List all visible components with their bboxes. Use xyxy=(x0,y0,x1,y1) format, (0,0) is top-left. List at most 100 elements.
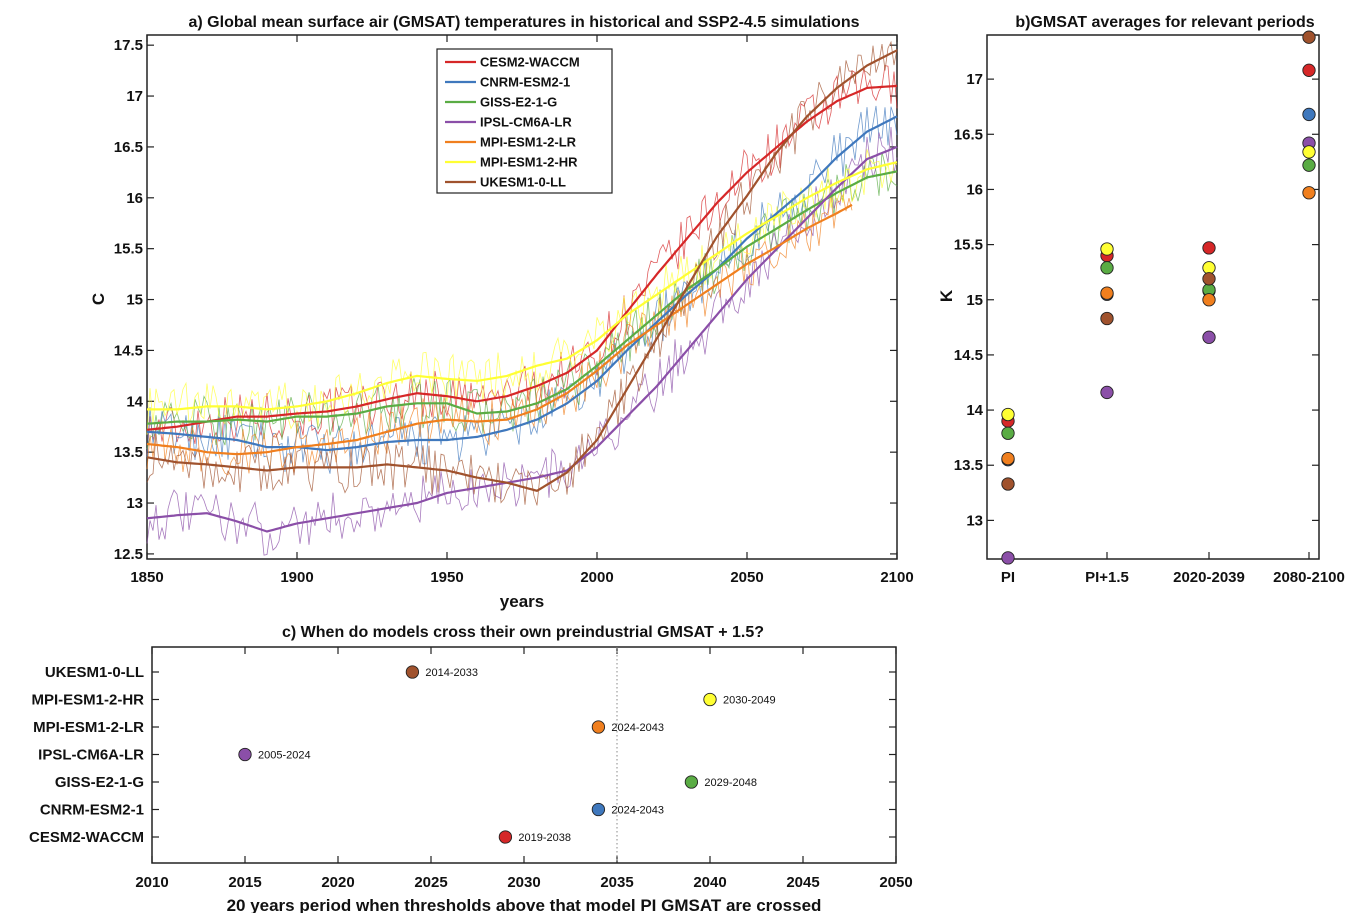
panel-a-x-tick-label: 2050 xyxy=(730,569,763,586)
legend-label-ukesm1-0-ll: UKESM1-0-LL xyxy=(480,175,566,190)
point-cesm2-waccm-2080-2100 xyxy=(1302,63,1316,77)
data-label-giss-e2-1-g: 2029-2048 xyxy=(704,777,757,789)
series-raw-mpi-esm1-2-lr xyxy=(146,193,853,476)
panel-a-x-tick-label: 1850 xyxy=(130,569,163,586)
panel-a-x-tick-label: 1950 xyxy=(430,569,463,586)
panel-b-y-tick-label: 16 xyxy=(966,181,983,198)
panel-b-y-tick-label: 16.5 xyxy=(954,126,983,143)
panel-b-y-tick-label: 14.5 xyxy=(954,347,983,364)
panel-c-y-tick-label: UKESM1-0-LL xyxy=(45,664,144,681)
series-line-ipsl-cm6a-lr xyxy=(146,145,898,533)
panel-b-x-tick-label: 2020-2039 xyxy=(1173,569,1245,586)
panel-c-y-tick-label: MPI-ESM1-2-HR xyxy=(31,692,144,709)
panel-b-y-tick-label: 15.5 xyxy=(954,237,983,254)
point-ipsl-cm6a-lr-pi-1-5 xyxy=(1100,385,1114,400)
panel-a-ticks: 1850 1900 1950 2000 2050 2100 12.5 13 13.5 14 14.5… xyxy=(114,35,914,586)
legend-label-cesm2-waccm: CESM2-WACCM xyxy=(480,55,580,70)
series-line-giss-e2-1-g xyxy=(146,170,898,425)
panel-a-y-tick-label: 14 xyxy=(126,393,143,410)
point-ipsl-cm6a-lr-2020-2039 xyxy=(1202,330,1216,344)
legend-label-mpi-esm1-2-hr: MPI-ESM1-2-HR xyxy=(480,155,578,170)
point-mpi-esm1-2-lr-pi-1-5 xyxy=(1100,286,1114,300)
data-label-ukesm1-0-ll: 2014-2033 xyxy=(425,667,478,679)
panel-b-y-tick-label: 15 xyxy=(966,292,983,309)
panel-b-x-tick-label: PI+1.5 xyxy=(1085,569,1129,586)
point-mpi-esm1-2-hr-pi-1-5 xyxy=(1100,242,1114,256)
panel-c-x-tick-label: 2035 xyxy=(600,874,633,891)
point-mpi-esm1-2-lr-pi xyxy=(1001,451,1015,466)
panel-b-y-tick-label: 13 xyxy=(966,512,983,529)
panel-a: a) Global mean surface air (GMSAT) tempe… xyxy=(89,14,914,611)
point-ipsl-cm6a-lr-pi xyxy=(1001,551,1015,565)
legend-label-ipsl-cm6a-lr: IPSL-CM6A-LR xyxy=(480,115,572,130)
data-label-cnrm-esm2-1: 2024-2043 xyxy=(611,805,664,817)
data-label-ipsl-cm6a-lr: 2005-2024 xyxy=(258,750,311,762)
point-ukesm1-0-ll-pi-1-5 xyxy=(1100,311,1114,326)
legend-label-cnrm-esm2-1: CNRM-ESM2-1 xyxy=(480,75,570,90)
panel-c-x-label: 20 years period when thresholds above th… xyxy=(227,896,822,913)
panel-a-y-tick-label: 16.5 xyxy=(114,139,143,156)
panel-b-x-tick-label: PI xyxy=(1001,569,1015,586)
point-giss-e2-1-g xyxy=(684,775,699,789)
series-raw-ipsl-cm6a-lr xyxy=(146,126,898,556)
point-cesm2-waccm-2020-2039 xyxy=(1202,241,1216,255)
data-label-mpi-esm1-2-hr: 2030-2049 xyxy=(723,695,776,707)
series-raw-mpi-esm1-2-hr xyxy=(146,149,898,435)
panel-a-y-label: C xyxy=(89,293,108,305)
series-line-cesm2-waccm xyxy=(146,84,898,431)
point-ukesm1-0-ll-2020-2039 xyxy=(1202,272,1216,286)
panel-a-y-tick-label: 15 xyxy=(126,292,143,309)
point-giss-e2-1-g-pi xyxy=(1001,426,1015,440)
point-giss-e2-1-g-2080-2100 xyxy=(1302,158,1316,172)
panel-b-y-tick-label: 14 xyxy=(966,402,983,419)
panel-c-x-tick-label: 2020 xyxy=(321,874,354,891)
panel-a-y-tick-label: 16 xyxy=(126,190,143,207)
panel-c-y-tick-label: CESM2-WACCM xyxy=(29,829,144,846)
panel-b-y-label: K xyxy=(937,289,956,302)
panel-c-x-tick-label: 2015 xyxy=(228,874,261,891)
point-mpi-esm1-2-hr xyxy=(703,692,717,707)
series-line-ukesm1-0-ll xyxy=(146,49,898,492)
series-line-cnrm-esm2-1 xyxy=(146,115,898,452)
panel-a-x-tick-label: 2000 xyxy=(580,569,613,586)
panel-c-x-tick-label: 2025 xyxy=(414,874,447,891)
legend-label-mpi-esm1-2-lr: MPI-ESM1-2-LR xyxy=(480,135,577,150)
point-cnrm-esm2-1 xyxy=(591,802,606,817)
panel-a-y-tick-label: 13 xyxy=(126,495,143,512)
point-mpi-esm1-2-hr-2080-2100 xyxy=(1302,145,1316,159)
panel-c-points: 2014-2033 2030-2049 2024-2043 2005-2024 2029… xyxy=(238,665,776,844)
data-label-mpi-esm1-2-lr: 2024-2043 xyxy=(611,722,664,734)
point-mpi-esm1-2-lr-2080-2100 xyxy=(1302,186,1316,200)
point-cnrm-esm2-1-2080-2100 xyxy=(1302,107,1316,122)
point-giss-e2-1-g-pi-1-5 xyxy=(1100,261,1114,275)
panel-c-title: c) When do models cross their own preind… xyxy=(282,624,764,641)
panel-b-axes-frame xyxy=(986,34,1320,560)
data-label-cesm2-waccm: 2019-2038 xyxy=(518,832,571,844)
panel-c-x-tick-label: 2030 xyxy=(507,874,540,891)
panel-a-x-tick-label: 1900 xyxy=(280,569,313,586)
point-ipsl-cm6a-lr xyxy=(238,747,252,762)
series-line-mpi-esm1-2-hr xyxy=(147,161,898,411)
point-mpi-esm1-2-lr xyxy=(591,720,606,734)
panel-a-y-tick-label: 17.5 xyxy=(114,37,143,54)
point-mpi-esm1-2-lr-2020-2039 xyxy=(1202,293,1216,307)
point-ukesm1-0-ll-pi xyxy=(1001,477,1015,491)
panel-b: b)GMSAT averages for relevant periods 13… xyxy=(937,14,1345,586)
point-ukesm1-0-ll xyxy=(405,665,420,679)
panel-c-y-tick-label: GISS-E2-1-G xyxy=(55,774,144,791)
panel-a-legend: CESM2-WACCM CNRM-ESM2-1 GISS-E2-1-G IPSL-CM… xyxy=(436,48,613,194)
panel-a-lines xyxy=(146,40,898,556)
panel-a-y-tick-label: 17 xyxy=(126,88,143,105)
point-cesm2-waccm xyxy=(498,830,513,844)
panel-a-y-tick-label: 13.5 xyxy=(114,444,143,461)
panel-a-y-tick-label: 12.5 xyxy=(114,546,143,563)
panel-c-x-tick-label: 2050 xyxy=(879,874,912,891)
panel-a-x-label: years xyxy=(500,592,544,611)
panel-c-x-tick-label: 2040 xyxy=(693,874,726,891)
panel-c-x-tick-label: 2010 xyxy=(135,874,168,891)
panel-c-ticks: 2010 2015 2020 2025 2030 2035 2040 2045 2050 UKES… xyxy=(29,647,913,891)
panel-a-title: a) Global mean surface air (GMSAT) tempe… xyxy=(189,14,860,31)
panel-b-y-tick-label: 13.5 xyxy=(954,457,983,474)
panel-c-y-tick-label: CNRM-ESM2-1 xyxy=(40,802,144,819)
